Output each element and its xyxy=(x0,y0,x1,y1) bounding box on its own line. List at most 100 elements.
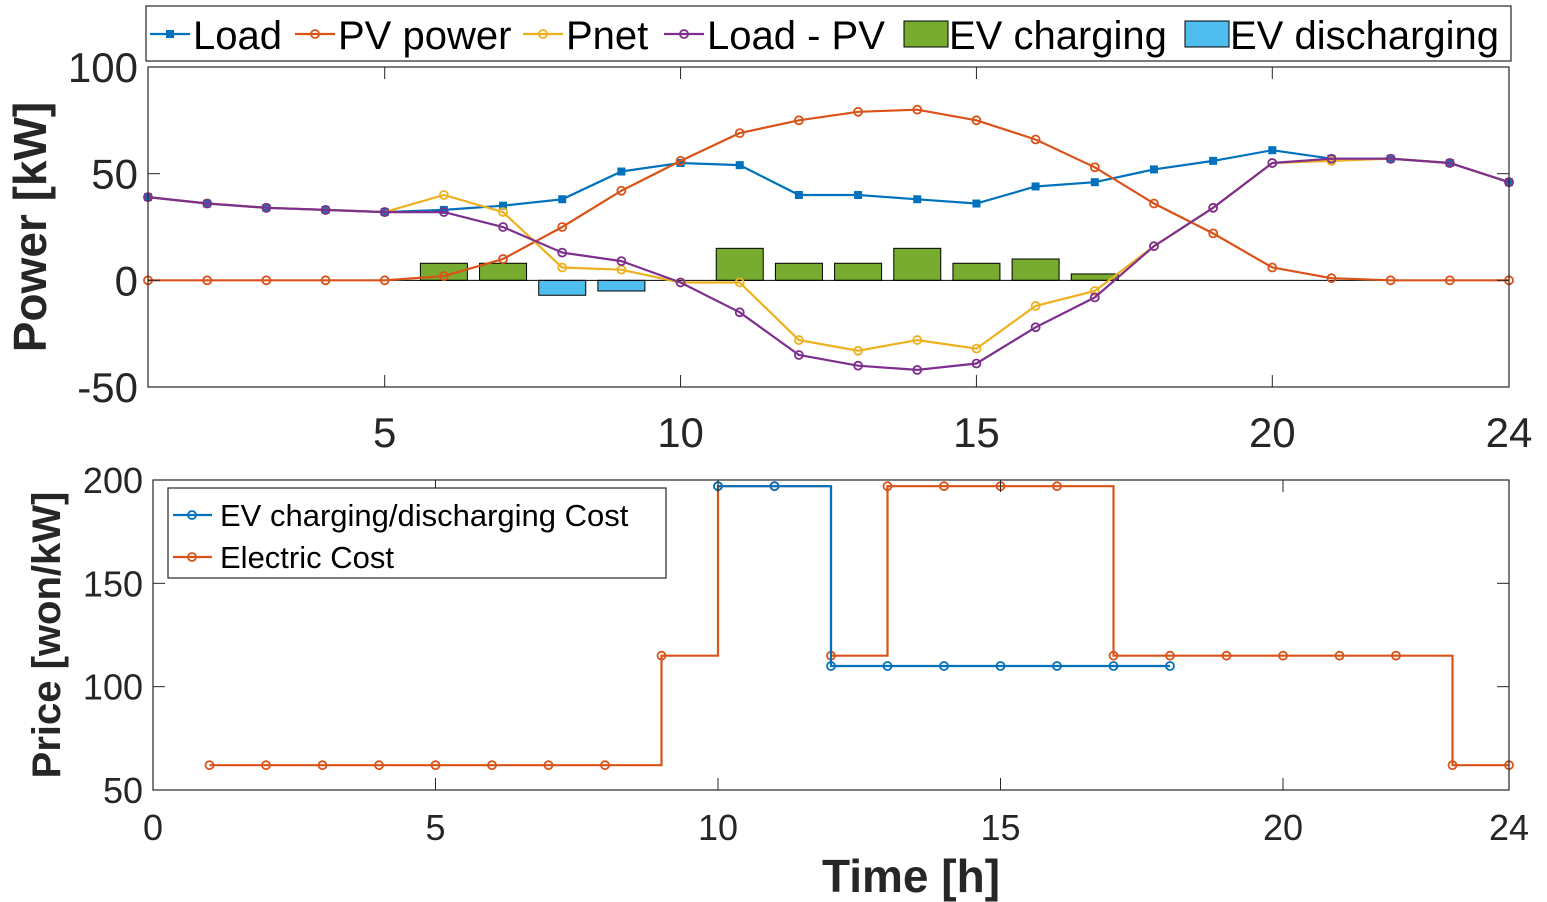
legend-marker-ev-charging-discharging-cost xyxy=(187,510,197,520)
pnet-point xyxy=(912,335,923,345)
y-tick-label: 200 xyxy=(83,460,143,501)
pv-power-point xyxy=(675,155,686,166)
pv-power-point xyxy=(1030,134,1041,145)
load-pv-point xyxy=(1208,202,1219,213)
load-pv-point xyxy=(912,365,923,375)
y-axis-label: Power [kW] xyxy=(4,102,56,352)
pv-power-point xyxy=(438,271,449,281)
load-point xyxy=(1031,182,1040,191)
load-point xyxy=(794,191,803,199)
electric-cost-point xyxy=(1278,650,1288,661)
y-tick-label: 150 xyxy=(83,563,143,604)
legend-marker-pv-power xyxy=(310,29,320,39)
pv-power-point xyxy=(261,275,272,286)
load-point xyxy=(1209,156,1218,165)
legend-label-ev-charging: EV charging xyxy=(949,14,1167,58)
legend-box xyxy=(145,5,1512,62)
electric-cost-point xyxy=(1391,650,1401,661)
legend-label-electric-cost: Electric Cost xyxy=(220,540,394,575)
ev-charging-bar xyxy=(952,262,1001,281)
pv-power-point xyxy=(557,222,568,232)
load-point xyxy=(1149,165,1158,174)
ev-charging-discharging-cost-point xyxy=(769,481,780,492)
pv-power-point xyxy=(971,115,982,126)
ev-charging-discharging-cost-point xyxy=(995,661,1006,671)
pv-power-point xyxy=(202,275,213,286)
load-point xyxy=(1268,146,1277,155)
electric-cost-point xyxy=(487,760,497,771)
electric-cost-point xyxy=(430,760,441,771)
x-tick-label: 10 xyxy=(657,409,704,456)
ev-charging-bar xyxy=(774,262,823,281)
load-pv-line xyxy=(147,157,1510,372)
load-pv-point xyxy=(1267,158,1278,168)
load-point xyxy=(735,161,744,170)
ev-charging-bar xyxy=(834,262,883,281)
pv-power-point xyxy=(1149,198,1159,209)
plot-frame xyxy=(152,479,1510,791)
pnet-point xyxy=(557,262,568,273)
load-pv-point xyxy=(675,277,686,288)
electric-cost-point xyxy=(1108,650,1119,661)
electric-cost-point xyxy=(939,481,949,492)
electric-cost-point xyxy=(1052,481,1062,492)
price-chart-legend: EV charging/discharging Cost Electric Cos… xyxy=(167,487,667,579)
pv-power-point xyxy=(853,106,863,117)
y-tick-label: 0 xyxy=(115,257,138,304)
legend-marker-load xyxy=(166,30,174,38)
x-tick-label: 5 xyxy=(373,409,396,456)
ev-charging-discharging-cost-point xyxy=(939,661,949,671)
legend-label-load: Load xyxy=(193,14,282,58)
load-pv-point xyxy=(557,247,568,258)
electric-cost-point xyxy=(1447,760,1458,771)
ev-charging-bar xyxy=(715,247,764,281)
legend-swatch-ev-charging xyxy=(903,20,949,48)
plot-frame xyxy=(147,66,1510,388)
load-point xyxy=(854,191,863,199)
electric-cost-point xyxy=(543,760,554,771)
ev-discharging-bar xyxy=(597,279,646,292)
load-point xyxy=(913,195,922,204)
legend-marker-load-pv xyxy=(679,29,689,39)
ev-charging-discharging-cost-point xyxy=(826,661,836,671)
ev-charging-bar xyxy=(479,262,528,281)
x-tick-label: 24 xyxy=(1486,409,1533,456)
load-point xyxy=(972,199,981,208)
plot-area xyxy=(148,67,1509,387)
load-pv-point xyxy=(1030,322,1041,333)
ev-charging-discharging-cost-point xyxy=(882,661,893,671)
load-pv-point xyxy=(734,307,745,318)
electric-cost-point xyxy=(600,760,610,771)
y-tick-label: 100 xyxy=(68,44,138,91)
ev-charging-bar xyxy=(1011,258,1060,281)
load-pv-point xyxy=(1326,153,1337,164)
pnet-point xyxy=(1030,301,1041,311)
legend-label-pnet: Pnet xyxy=(566,14,648,58)
electric-cost-stairs xyxy=(209,485,1509,767)
pv-power-point xyxy=(912,104,923,115)
load-pv-point xyxy=(202,198,213,209)
legend-label-load-pv: Load - PV xyxy=(707,14,885,58)
load-point xyxy=(499,201,508,210)
power-chart-legend: Load PV power Pnet Load - PV EV charging EV d… xyxy=(145,5,1512,62)
y-tick-label: 50 xyxy=(103,770,143,811)
pnet-point xyxy=(498,207,508,217)
pv-power-point xyxy=(320,275,331,286)
legend-label-ev-charging-discharging-cost: EV charging/discharging Cost xyxy=(220,498,629,533)
pv-power-point xyxy=(498,254,508,264)
load-pv-point xyxy=(379,207,390,217)
pv-power-point xyxy=(1089,162,1100,173)
electric-cost-point xyxy=(374,760,384,771)
pv-power-point xyxy=(1385,275,1396,286)
y-tick-label: 100 xyxy=(83,667,143,708)
pnet-point xyxy=(971,343,982,354)
electric-cost-point xyxy=(317,760,328,771)
pv-power-point xyxy=(794,115,804,126)
y-tick-label: 50 xyxy=(91,151,138,198)
y-axis-label: Price [won/kW] xyxy=(25,492,69,779)
x-tick-label: 15 xyxy=(980,807,1020,848)
y-tick-label: -50 xyxy=(77,364,138,411)
pv-power-point xyxy=(1444,275,1455,286)
load-pv-point xyxy=(971,358,982,369)
load-pv-point xyxy=(498,222,508,232)
